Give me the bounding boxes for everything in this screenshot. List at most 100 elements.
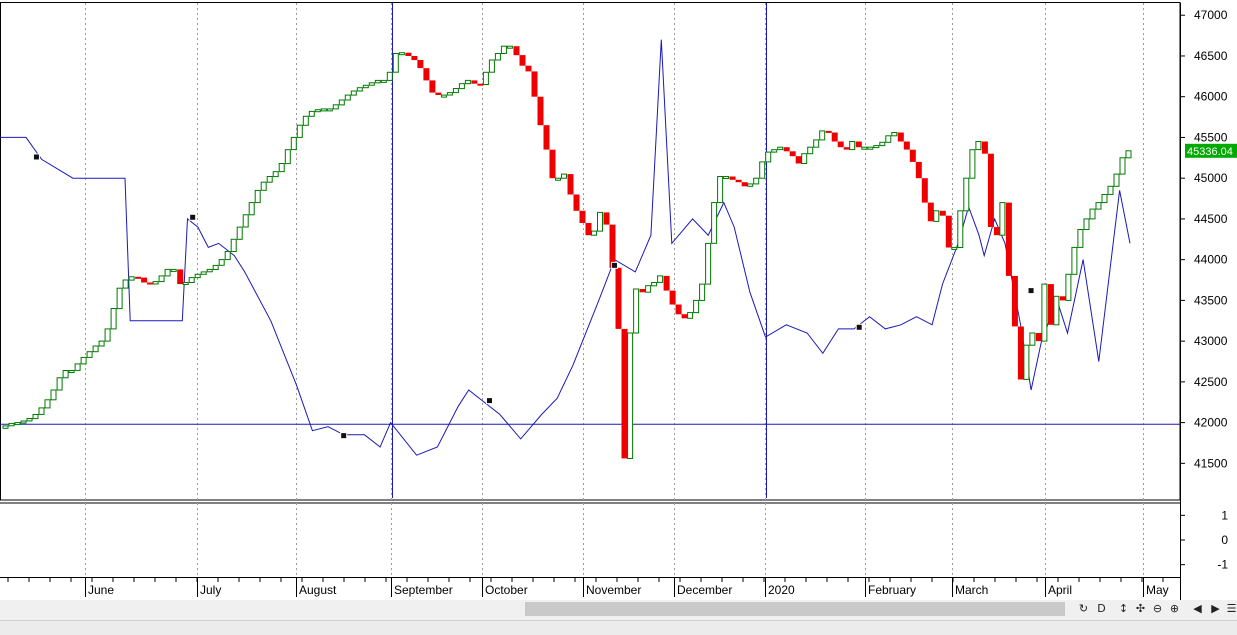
step-candle-up (236, 226, 243, 240)
period-d-button[interactable]: D (1097, 602, 1106, 615)
step-candle-up (362, 84, 369, 89)
step-candle-up (206, 268, 213, 273)
menu-icon[interactable]: ☰ (1226, 602, 1237, 615)
step-candle-down (987, 153, 994, 227)
step-candle-up (2, 425, 9, 429)
step-candle-down (639, 289, 646, 293)
step-candle-up (86, 351, 93, 358)
step-candle-up (290, 136, 297, 151)
step-candle-up (879, 141, 886, 147)
step-candle-up (56, 377, 63, 391)
step-candle-up (861, 146, 868, 150)
chart-series (0, 39, 1132, 459)
step-candle-up (1113, 173, 1120, 187)
step-candle-up (723, 176, 730, 179)
step-candle-up (248, 202, 255, 216)
step-candle-down (681, 314, 688, 319)
step-candle-down (135, 276, 142, 279)
step-candle-up (122, 279, 129, 289)
step-candle-down (417, 60, 424, 69)
step-candle-up (957, 210, 964, 249)
step-candle-up (272, 171, 279, 178)
step-candle-down (411, 56, 418, 61)
step-candle-up (446, 92, 453, 96)
step-candle-up (693, 299, 700, 314)
step-candle-down (405, 52, 412, 56)
step-candle-up (1095, 202, 1102, 210)
step-candle-up (801, 153, 808, 164)
y-tick-label: 45000 (1194, 171, 1228, 185)
refresh-icon[interactable]: ↻ (1078, 602, 1089, 615)
step-candle-down (543, 125, 550, 150)
step-candle-down (513, 46, 520, 56)
step-candle-down (1011, 275, 1018, 327)
scale-v-icon[interactable]: ↕ (1118, 602, 1129, 615)
step-candle-up (74, 363, 81, 371)
sub-y-tick-label: -1 (1217, 558, 1228, 572)
step-candle-up (182, 282, 189, 285)
line-marker (855, 323, 863, 331)
step-candle-up (128, 276, 135, 281)
zoom-in-icon[interactable]: ⊕ (1169, 602, 1180, 615)
step-candle-up (1029, 332, 1036, 346)
scroll-right-icon[interactable]: ▶ (1211, 602, 1220, 615)
horizontal-scrollbar[interactable] (525, 602, 1065, 616)
y-tick-label: 46500 (1194, 49, 1228, 63)
step-candle-up (338, 99, 345, 106)
price-chart[interactable]: June July August September October November De… (0, 0, 1237, 600)
step-candle-up (302, 115, 309, 126)
y-tick-label: 42500 (1194, 375, 1228, 389)
plot-frame (0, 2, 1181, 501)
step-candle-up (1083, 218, 1090, 230)
step-candle-down (897, 132, 904, 142)
step-candle-up (326, 108, 333, 112)
step-candle-up (885, 135, 892, 143)
step-candle-up (32, 414, 39, 420)
overlay-line (0, 39, 1131, 456)
zoom-out-icon[interactable]: ⊖ (1152, 602, 1163, 615)
step-candle-up (440, 94, 447, 98)
y-tick-label: 43500 (1194, 293, 1228, 307)
step-candle-up (1023, 344, 1030, 380)
step-candle-up (44, 399, 51, 409)
step-candle-up (242, 214, 249, 228)
line-marker (1027, 287, 1035, 295)
step-candle-up (116, 287, 123, 310)
step-candle-down (525, 65, 532, 72)
step-candle-up (152, 281, 159, 285)
step-candle-up (657, 275, 664, 283)
step-candle-up (452, 88, 459, 94)
step-candle-up (1065, 273, 1072, 301)
step-candle-up (1071, 246, 1078, 275)
step-candle-up (1101, 194, 1108, 204)
step-candle-down (615, 267, 622, 329)
step-candle-up (398, 52, 405, 56)
step-candle-up (278, 163, 285, 173)
step-candle-up (500, 45, 507, 55)
step-candle-up (597, 211, 603, 232)
step-candle-up (1119, 157, 1126, 175)
last-price-label: 45336.04 (1187, 146, 1233, 158)
step-candle-down (477, 83, 484, 86)
step-candle-up (110, 308, 117, 330)
scroll-left-icon[interactable]: ◀ (1193, 602, 1202, 615)
step-candle-down (831, 132, 838, 142)
x-tick-label: October (485, 583, 528, 597)
step-candle-down (1059, 296, 1066, 301)
step-candle-up (717, 176, 724, 204)
step-candle-down (783, 147, 790, 152)
step-candle-up (350, 90, 357, 96)
crosshair-icon[interactable]: ✣ (1135, 602, 1146, 615)
step-candle-down (549, 149, 556, 179)
step-candle-up (230, 238, 237, 253)
step-candle-up (158, 275, 165, 283)
x-tick-label: March (955, 583, 988, 597)
step-candle-down (519, 55, 526, 66)
step-candle-down (567, 174, 574, 195)
step-candle-up (633, 288, 640, 334)
step-candle-up (98, 340, 105, 347)
step-candle-up (975, 141, 982, 151)
step-candle-up (951, 246, 958, 250)
step-candle-up (392, 53, 399, 73)
step-candle-up (699, 283, 706, 301)
